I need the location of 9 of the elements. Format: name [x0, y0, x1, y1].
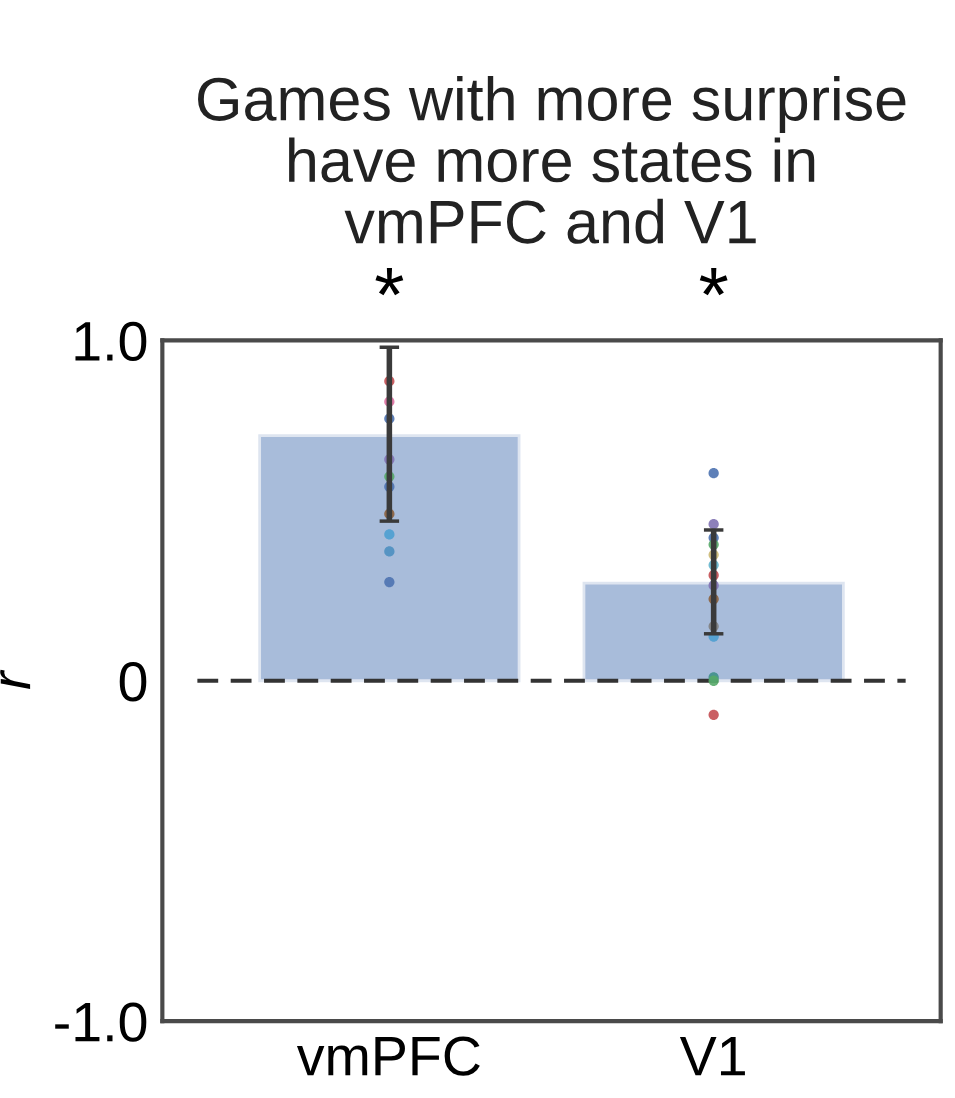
y-tick-label: 0: [119, 662, 147, 702]
chart-title: Games with more surprise have more states in vmPFC and V1: [198, 76, 906, 244]
y-axis-title: r: [0, 669, 31, 690]
x-tick-label: V1: [679, 1037, 745, 1076]
text: *: [375, 267, 404, 296]
y-tick-label: 1.0: [75, 321, 147, 362]
x-tick-label: vmPFC: [296, 1036, 480, 1076]
text: *: [699, 267, 728, 296]
y-tick-label: -1.0: [55, 1002, 147, 1042]
